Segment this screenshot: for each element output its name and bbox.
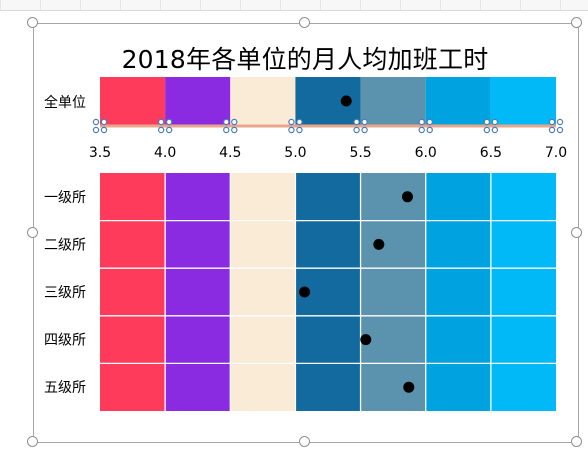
- data-point-0: [401, 191, 413, 203]
- resize-handle-middle-left[interactable]: [27, 227, 38, 238]
- x-tick-label-2: 4.5: [219, 145, 241, 161]
- summary-band-5: [425, 77, 491, 126]
- axis-handle-1: [157, 118, 173, 134]
- category-label-4: 五级所: [44, 380, 86, 396]
- resize-handle-bottom-left[interactable]: [27, 436, 38, 447]
- axis-handle-7: [548, 118, 564, 134]
- x-tick-label-5: 6.0: [415, 145, 437, 161]
- category-label-3: 四级所: [44, 333, 86, 349]
- category-label-0: 一级所: [44, 190, 86, 206]
- x-tick-label-0: 3.5: [89, 145, 111, 161]
- resize-handle-top-left[interactable]: [27, 17, 38, 28]
- x-tick-label-4: 5.5: [349, 145, 371, 161]
- x-tick-label-6: 6.5: [480, 145, 502, 161]
- category-label-2: 三级所: [44, 285, 86, 301]
- summary-band-0: [100, 77, 166, 126]
- data-point-4: [403, 381, 415, 393]
- resize-handle-middle-right[interactable]: [571, 227, 582, 238]
- data-point-1: [373, 238, 385, 250]
- band-6: [490, 173, 556, 411]
- resize-handle-top-middle[interactable]: [299, 17, 310, 28]
- band-5: [425, 173, 491, 411]
- top-ruler: [0, 0, 588, 11]
- summary-row-label: 全单位: [44, 94, 86, 111]
- chart-title: 2018年各单位的月人均加班工时: [121, 45, 489, 74]
- x-tick-label-1: 4.0: [154, 145, 176, 161]
- resize-handle-bottom-middle[interactable]: [299, 436, 310, 447]
- data-point-2: [299, 286, 311, 298]
- axis-handle-0: [92, 118, 108, 134]
- summary-band-1: [165, 77, 231, 126]
- band-1: [165, 173, 231, 411]
- axis-handle-5: [418, 118, 433, 134]
- x-tick-label-3: 5.0: [284, 145, 306, 161]
- summary-point: [340, 95, 352, 107]
- summary-band-2: [230, 77, 296, 126]
- axis-handle-4: [353, 118, 368, 134]
- category-label-1: 二级所: [44, 237, 86, 253]
- band-4: [360, 173, 426, 411]
- resize-handle-bottom-right[interactable]: [571, 436, 582, 447]
- band-0: [100, 173, 166, 411]
- x-tick-label-7: 7.0: [545, 145, 567, 161]
- axis-handle-3: [288, 118, 303, 134]
- axis-handle-6: [483, 118, 499, 134]
- band-2: [230, 173, 296, 411]
- summary-band-6: [490, 77, 556, 126]
- axis-handle-2: [223, 118, 238, 134]
- data-point-3: [360, 334, 372, 346]
- summary-band-4: [360, 77, 426, 126]
- resize-handle-top-right[interactable]: [571, 17, 582, 28]
